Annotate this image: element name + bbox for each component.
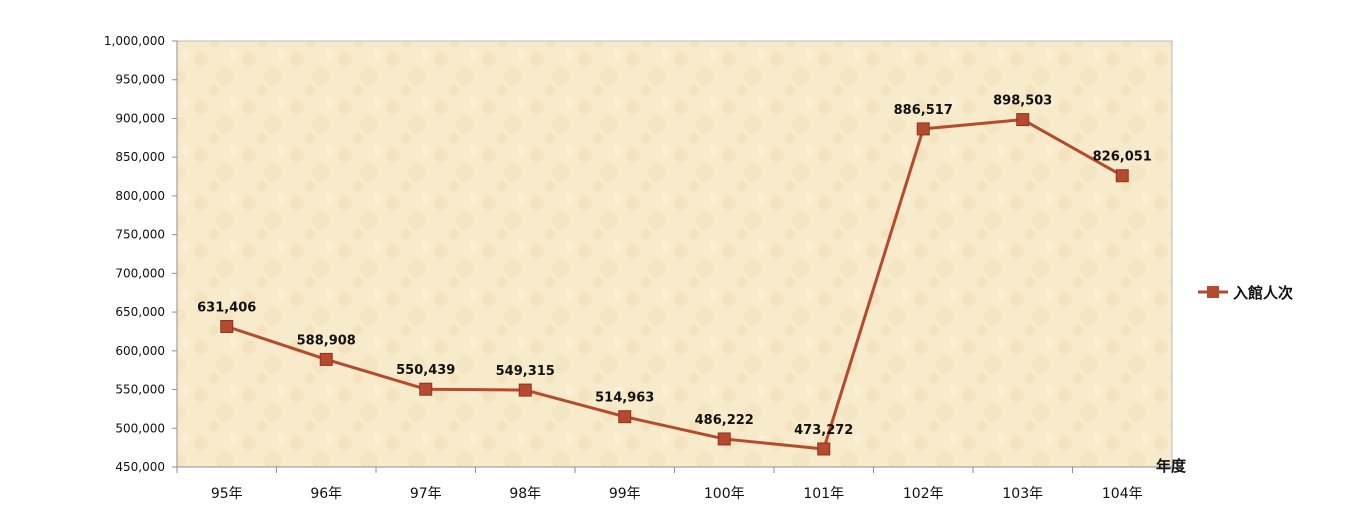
data-point-marker	[916, 122, 930, 136]
data-point-marker	[618, 410, 632, 424]
data-point-marker	[419, 382, 433, 396]
legend: 入館人次	[1198, 284, 1293, 302]
data-label: 886,517	[894, 103, 953, 118]
plot-area	[176, 40, 1173, 468]
data-point-marker	[518, 383, 532, 397]
data-point-marker	[220, 319, 234, 333]
data-point-marker	[717, 432, 731, 446]
data-label: 550,439	[396, 363, 455, 378]
y-tick-label: 600,000	[115, 344, 165, 358]
x-tick-label: 101年	[803, 486, 844, 502]
y-tick-label: 750,000	[115, 228, 165, 242]
x-axis: 95年 96年 97年 98年 99年 100年 101年 102年 103年 104年	[176, 466, 1173, 502]
x-tick-label: 99年	[609, 486, 641, 502]
x-tick-label: 103年	[1002, 486, 1043, 502]
data-label: 486,222	[695, 413, 754, 428]
y-tick-label: 450,000	[115, 460, 165, 474]
y-tick-label: 800,000	[115, 189, 165, 203]
legend-marker-swatch	[1207, 286, 1219, 298]
x-tick-label: 95年	[211, 486, 243, 502]
y-tick-label: 700,000	[115, 266, 165, 280]
data-point-marker	[1115, 169, 1129, 183]
data-point-marker	[319, 352, 333, 366]
y-tick-label: 850,000	[115, 150, 165, 164]
y-tick-label: 500,000	[115, 421, 165, 435]
data-label: 473,272	[794, 423, 853, 438]
data-point-marker	[1016, 113, 1030, 127]
data-point-marker	[817, 442, 831, 456]
x-tick-label: 96年	[310, 486, 342, 502]
data-label: 514,963	[595, 391, 654, 406]
x-tick-label: 98年	[509, 486, 541, 502]
x-tick-label: 104年	[1102, 486, 1143, 502]
legend-label: 入館人次	[1233, 284, 1293, 302]
y-tick-label: 1,000,000	[104, 34, 165, 48]
x-tick-label: 97年	[410, 486, 442, 502]
x-tick-label: 102年	[903, 486, 944, 502]
y-tick-label: 550,000	[115, 383, 165, 397]
y-tick-label: 950,000	[115, 73, 165, 87]
data-label: 898,503	[993, 94, 1052, 109]
y-axis: 450,000 500,000 550,000 600,000 650,000 700,0…	[104, 34, 178, 474]
series-layer: 631,406 588,908 550,439 549,315 514,963 486,2…	[197, 94, 1152, 456]
series-line	[226, 118, 1123, 451]
y-tick-label: 900,000	[115, 111, 165, 125]
data-label: 588,908	[297, 333, 356, 348]
x-tick-label: 100年	[704, 486, 745, 502]
data-label: 549,315	[496, 364, 555, 379]
y-tick-label: 650,000	[115, 305, 165, 319]
data-label: 631,406	[197, 300, 256, 315]
data-label: 826,051	[1093, 150, 1152, 165]
x-axis-title: 年度	[1156, 457, 1187, 475]
